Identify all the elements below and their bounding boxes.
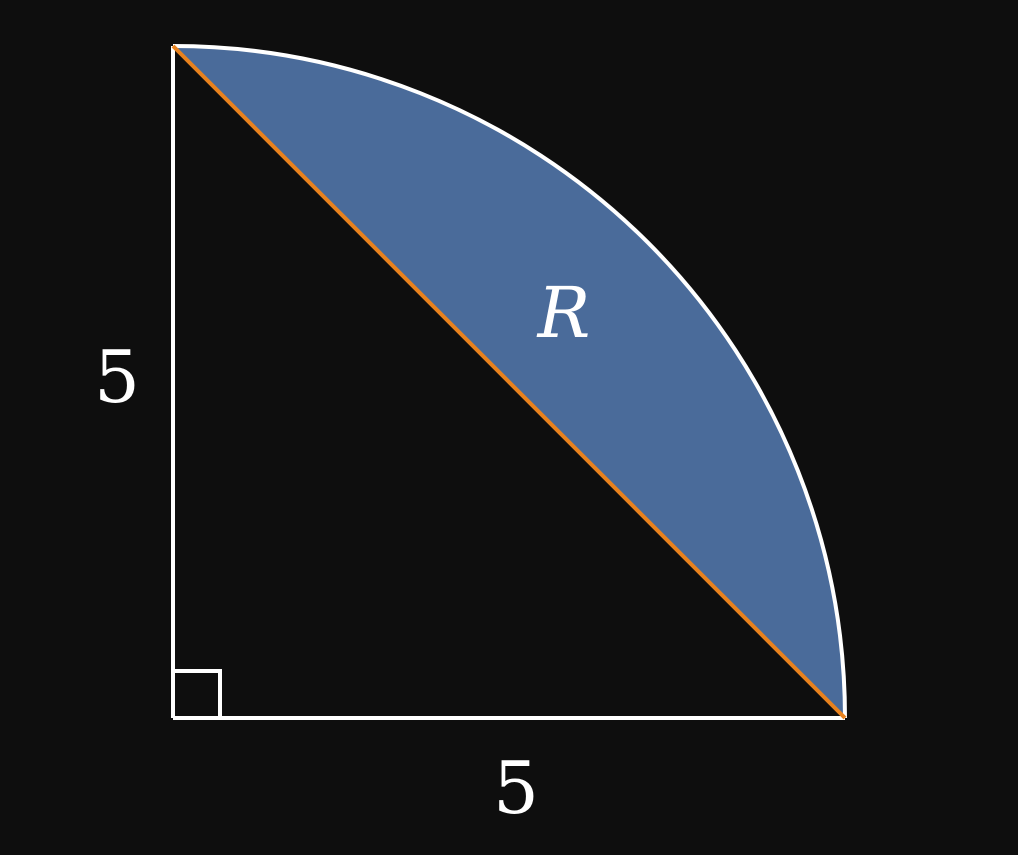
horizontal-side-label: 5: [493, 746, 539, 830]
chord-line: [171, 44, 847, 720]
region-label: R: [536, 272, 591, 354]
quarter-arc: [172, 44, 847, 719]
vertical-side-label: 5: [94, 335, 140, 419]
right-angle-marker: [173, 669, 222, 718]
